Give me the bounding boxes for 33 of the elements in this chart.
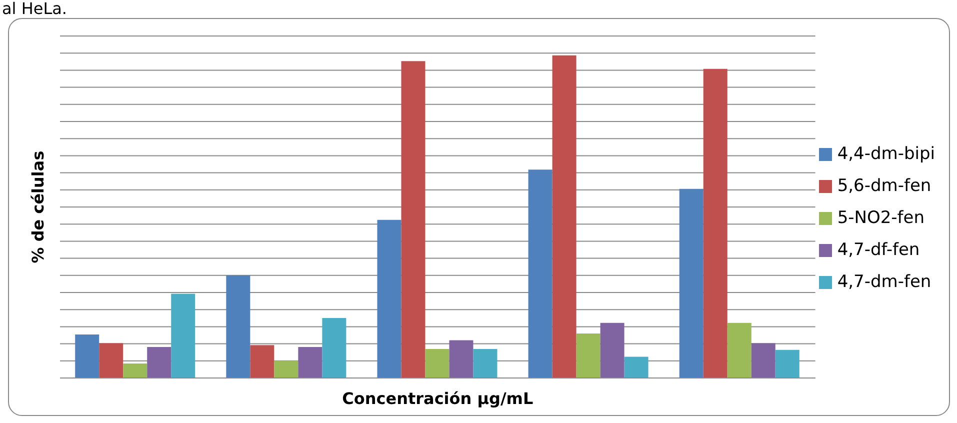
bar bbox=[250, 345, 274, 378]
legend-label: 4,7-dm-fen bbox=[836, 271, 932, 294]
bar bbox=[401, 61, 426, 378]
bar bbox=[274, 360, 298, 378]
bar bbox=[624, 356, 648, 378]
bar bbox=[147, 347, 172, 378]
bar bbox=[226, 275, 250, 378]
bar bbox=[600, 322, 624, 378]
bar bbox=[751, 343, 776, 378]
bar bbox=[528, 170, 552, 378]
legend-label: 4,7-df-fen bbox=[836, 239, 921, 262]
bar bbox=[99, 343, 124, 378]
bar bbox=[552, 55, 576, 378]
bar bbox=[727, 322, 752, 378]
bar bbox=[425, 348, 450, 378]
x-axis-title: Concentración µg/mL bbox=[342, 389, 534, 408]
legend-label: 4,4-dm-bipi bbox=[836, 143, 935, 166]
bar bbox=[576, 333, 600, 378]
bar bbox=[775, 350, 800, 378]
bar bbox=[473, 348, 498, 378]
bar bbox=[377, 220, 402, 378]
legend-label: 5-NO2-fen bbox=[836, 207, 926, 230]
bar bbox=[679, 188, 704, 378]
bar bbox=[123, 363, 148, 378]
y-axis-title: % de células bbox=[28, 150, 48, 264]
bar bbox=[703, 68, 728, 378]
bar bbox=[449, 340, 474, 378]
bar bbox=[171, 294, 196, 378]
bar bbox=[322, 318, 346, 378]
bar bbox=[75, 334, 100, 378]
bar bbox=[298, 347, 322, 378]
text: al HeLa. bbox=[2, 0, 68, 18]
legend-label: 5,6-dm-fen bbox=[836, 175, 932, 198]
